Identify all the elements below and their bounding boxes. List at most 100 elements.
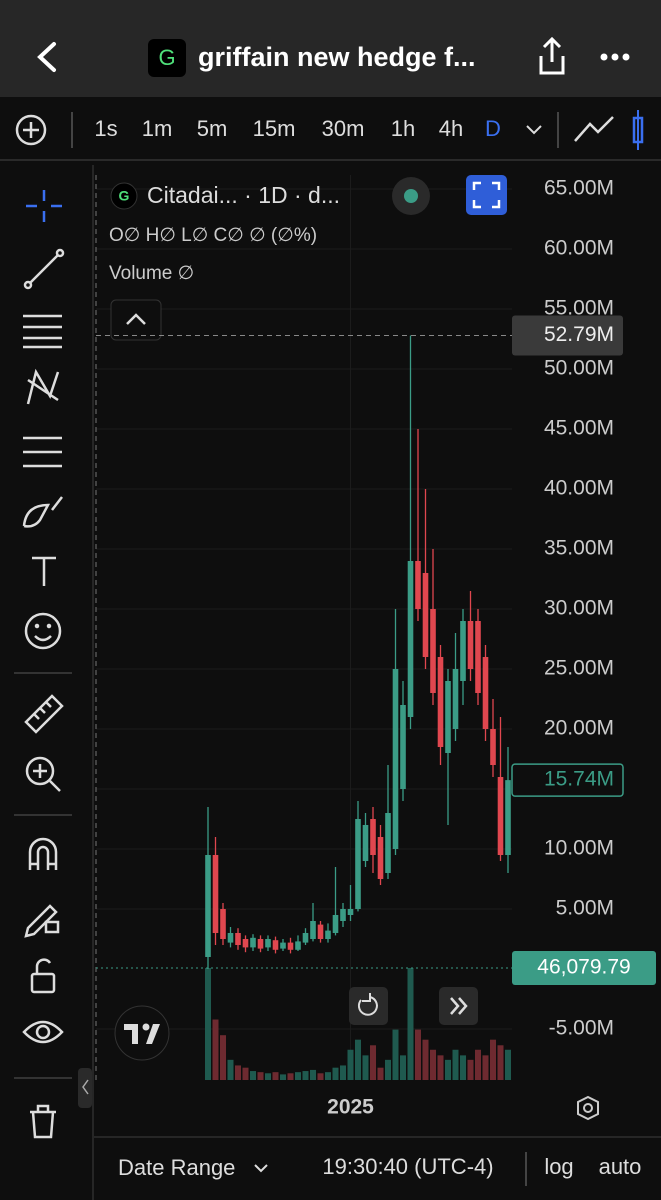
- interval-button[interactable]: 1s: [94, 116, 117, 141]
- more-button[interactable]: [600, 53, 630, 61]
- trend-line-tool[interactable]: [23, 248, 65, 290]
- volume-bar: [355, 1039, 361, 1080]
- interval-dropdown[interactable]: [526, 125, 542, 135]
- emoji-tool[interactable]: [24, 612, 62, 650]
- candle-body: [280, 942, 286, 949]
- candle-body: [467, 621, 474, 669]
- candle-body: [355, 819, 361, 909]
- volume-bar: [332, 1067, 339, 1080]
- collapse-legend-button[interactable]: [110, 299, 162, 341]
- y-tick-label: 50.00M: [544, 357, 614, 380]
- collapse-icon: [126, 313, 146, 325]
- auto-toggle[interactable]: auto: [599, 1154, 642, 1179]
- lock-drawing-tool[interactable]: [24, 904, 60, 938]
- candle-body: [452, 669, 459, 729]
- candle-body: [257, 939, 264, 949]
- interval-button[interactable]: 4h: [439, 116, 463, 141]
- magnet-tool[interactable]: [28, 837, 58, 870]
- lock-tool[interactable]: [30, 958, 56, 994]
- volume-last-label: 46,079.79: [537, 956, 630, 979]
- drawing-tools: [22, 190, 65, 1139]
- volume-bar: [287, 1073, 294, 1080]
- volume-bar: [505, 1049, 511, 1080]
- candle-body: [505, 780, 511, 855]
- date-range-chevron: [254, 1164, 268, 1173]
- interval-button[interactable]: 30m: [322, 116, 365, 141]
- volume-bar: [265, 1073, 271, 1080]
- add-button[interactable]: [15, 114, 47, 146]
- delete-tool[interactable]: [30, 1104, 56, 1139]
- toolbar: [0, 97, 661, 160]
- candle-body: [475, 621, 481, 693]
- interval-button[interactable]: D: [485, 116, 501, 141]
- fullscreen-icon: [472, 181, 501, 209]
- volume-bar: [445, 1059, 451, 1080]
- interval-button[interactable]: 1m: [142, 116, 173, 141]
- tv-logo[interactable]: [114, 1005, 170, 1061]
- fullscreen-button[interactable]: [466, 175, 507, 215]
- sidebar-toggle[interactable]: [78, 1068, 92, 1108]
- volume-bar: [212, 1019, 219, 1080]
- volume-bar: [205, 968, 211, 1080]
- crosshair-tool[interactable]: [26, 190, 62, 222]
- zoom-tool[interactable]: [25, 756, 61, 792]
- text-tool[interactable]: [32, 556, 56, 586]
- sidebar-toggle-icon: [82, 1079, 89, 1095]
- volume-bar: [325, 1072, 331, 1080]
- volume-bar: [460, 1055, 466, 1080]
- prediction-tool[interactable]: [23, 436, 62, 468]
- candle-body: [340, 909, 346, 921]
- pattern-tool[interactable]: [26, 368, 60, 405]
- volume-bar: [242, 1067, 249, 1080]
- share-button[interactable]: [539, 36, 565, 75]
- interval-button[interactable]: 1h: [391, 116, 415, 141]
- volume-bar: [280, 1074, 286, 1080]
- scroll-icon: [450, 997, 468, 1015]
- date-range[interactable]: Date Range: [118, 1155, 235, 1180]
- log-toggle[interactable]: log: [544, 1154, 573, 1179]
- header-icon-letter: G: [158, 45, 175, 70]
- candle-body: [212, 855, 219, 933]
- candle-body: [310, 921, 316, 939]
- ruler-tool[interactable]: [24, 694, 64, 734]
- volume-bar: [392, 1029, 399, 1080]
- volume-bar: [422, 1039, 429, 1080]
- chart-type-candles[interactable]: [632, 110, 644, 150]
- settings-button[interactable]: [577, 1095, 599, 1121]
- volume-bar: [452, 1049, 459, 1080]
- back-button[interactable]: [37, 42, 56, 72]
- candle-body: [332, 915, 339, 933]
- y-tick-label: -5.00M: [549, 1017, 614, 1040]
- candle-body: [490, 729, 496, 765]
- fib-tool[interactable]: [23, 314, 62, 349]
- candle-body: [250, 937, 256, 948]
- visibility-tool[interactable]: [22, 1020, 64, 1044]
- candle-body: [407, 561, 414, 717]
- reset-button[interactable]: [349, 987, 388, 1025]
- volume-bar: [310, 1069, 316, 1080]
- y-tick-label: 20.00M: [544, 717, 614, 740]
- clock[interactable]: 19:30:40 (UTC-4): [322, 1154, 493, 1179]
- header-title: griffain new hedge f...: [198, 42, 476, 72]
- tv-logo-mark: [124, 1024, 160, 1044]
- volume-bar: [385, 1059, 391, 1080]
- tv-logo-dot: [142, 1023, 150, 1031]
- x-tick-label: 2025: [327, 1096, 374, 1119]
- reset-icon: [357, 993, 378, 1016]
- interval-button[interactable]: 15m: [253, 116, 296, 141]
- candle-body: [400, 705, 406, 789]
- volume-bar: [272, 1072, 279, 1080]
- volume-bar: [482, 1055, 489, 1080]
- candle-body: [295, 941, 301, 950]
- volume-bar: [370, 1045, 376, 1080]
- interval-button[interactable]: 5m: [197, 116, 228, 141]
- y-tick-label: 25.00M: [544, 657, 614, 680]
- symbol-title: Citadai... · 1D · d...: [147, 182, 340, 208]
- volume-bar: [295, 1072, 301, 1080]
- header-icon: [148, 39, 186, 77]
- chart-type-line[interactable]: [574, 116, 614, 142]
- brush-tool[interactable]: [22, 496, 63, 528]
